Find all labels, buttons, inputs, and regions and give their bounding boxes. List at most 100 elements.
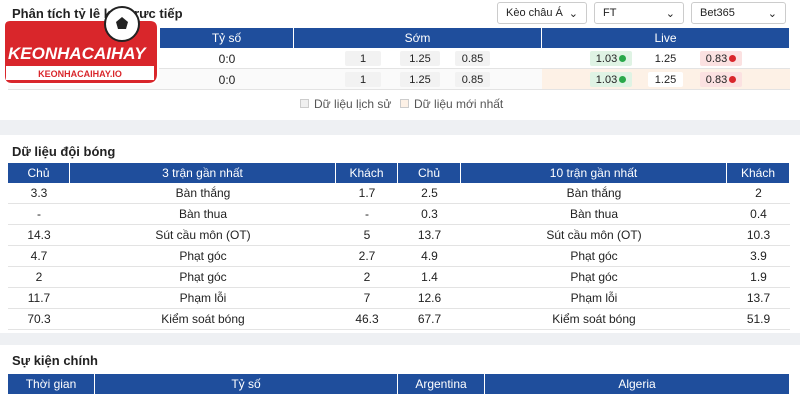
team-title: Dữ liệu đội bóng <box>12 144 116 159</box>
odds-value: 1.03 <box>590 72 632 87</box>
stat-cell: Phạt góc <box>70 267 336 288</box>
odds-text: 1.25 <box>409 73 431 86</box>
stat-cell: - <box>8 204 70 225</box>
stat-cell: 14.3 <box>8 225 70 246</box>
stat-cell: 11.7 <box>8 288 70 309</box>
stat-cell: Bàn thua <box>461 204 727 225</box>
odds-value: 1.25 <box>648 51 683 66</box>
stat-cell: 2 <box>336 267 398 288</box>
column-header: 10 trận gần nhất <box>461 163 727 183</box>
stat-cell: 1.7 <box>336 183 398 204</box>
stat-cell: 2 <box>8 267 70 288</box>
stat-cell: 51.9 <box>727 309 790 330</box>
stat-cell: 10.3 <box>727 225 790 246</box>
stat-cell: Sút cầu môn (OT) <box>70 225 336 246</box>
stat-cell: 3.3 <box>8 183 70 204</box>
odds-value: 1.03 <box>590 51 632 66</box>
column-header: Sớm <box>294 28 542 48</box>
stat-cell: 5 <box>336 225 398 246</box>
logo-name: KEONHACAIHAY <box>8 44 147 63</box>
stat-cell: 1.4 <box>398 267 461 288</box>
odds-value: 0.83 <box>700 51 742 66</box>
stat-cell: Phạm lỗi <box>70 288 336 309</box>
column-header: Argentina <box>398 374 485 394</box>
odds-text: 1 <box>359 73 367 86</box>
chevron: ⌄ <box>767 7 777 20</box>
up-icon <box>619 76 627 83</box>
odds-value: 1 <box>345 72 381 87</box>
stat-cell: Bàn thua <box>70 204 336 225</box>
down-icon <box>729 55 737 62</box>
odds-value: 1.25 <box>400 51 440 66</box>
chevron: ⌄ <box>665 7 675 20</box>
legend-swatch <box>300 99 309 108</box>
column-header: Chủ <box>8 163 70 183</box>
chevron: ⌄ <box>568 7 578 20</box>
down-icon <box>729 76 737 83</box>
stat-cell: 2 <box>727 183 790 204</box>
odds-text: 0.85 <box>461 73 484 86</box>
odds-text: 1.03 <box>595 73 618 86</box>
odds-text: 1.25 <box>654 52 677 65</box>
stat-cell: Kiểm soát bóng <box>70 309 336 330</box>
stat-cell: 4.9 <box>398 246 461 267</box>
events-title: Sự kiện chính <box>12 353 98 368</box>
column-header: Tỷ số <box>95 374 398 394</box>
stat-cell: 1.9 <box>727 267 790 288</box>
odds-value: 0.83 <box>700 72 742 87</box>
stat-cell: 4.7 <box>8 246 70 267</box>
odds-value: 1 <box>345 51 381 66</box>
stat-cell: 67.7 <box>398 309 461 330</box>
stat-cell: Bàn thắng <box>70 183 336 204</box>
column-header: Algeria <box>485 374 790 394</box>
column-header: Tỷ số <box>160 28 294 48</box>
odds-text: 0.85 <box>461 52 484 65</box>
dropdown[interactable]: Kèo châu Á ⌄ <box>497 2 587 24</box>
stat-cell: Kiểm soát bóng <box>461 309 727 330</box>
column-header: Live <box>542 28 790 48</box>
dropdown[interactable]: FT ⌄ <box>594 2 684 24</box>
score: 0:0 <box>218 72 236 87</box>
odds-text: 0.83 <box>705 73 728 86</box>
legend-label: Dữ liệu lịch sử <box>314 97 392 111</box>
stat-cell: - <box>336 204 398 225</box>
odds-text: 1.25 <box>654 73 677 86</box>
stat-cell: 0.3 <box>398 204 461 225</box>
stat-cell: 13.7 <box>727 288 790 309</box>
odds-value: 1.25 <box>648 72 683 87</box>
column-header: Khách <box>727 163 790 183</box>
stat-cell: Bàn thắng <box>461 183 727 204</box>
odds-text: 1.03 <box>595 52 618 65</box>
odds-value: 1.25 <box>400 72 440 87</box>
stat-cell: Sút cầu môn (OT) <box>461 225 727 246</box>
stat-cell: 12.6 <box>398 288 461 309</box>
odds-value: 0.85 <box>455 51 490 66</box>
stat-cell: 0.4 <box>727 204 790 225</box>
odds-text: 1 <box>359 52 367 65</box>
column-header: Chủ <box>398 163 461 183</box>
dropdown-label: FT <box>603 7 617 19</box>
logo-site: KEONHACAIHAY.IO <box>38 69 122 79</box>
up-icon <box>619 55 627 62</box>
stat-cell: 7 <box>336 288 398 309</box>
legend-label: Dữ liệu mới nhất <box>414 97 504 111</box>
logo: KEONHACAIHAY KEONHACAIHAY.IO <box>3 6 159 85</box>
score: 0:0 <box>218 51 236 66</box>
stat-cell: 13.7 <box>398 225 461 246</box>
odds-text: 1.25 <box>409 52 431 65</box>
stat-cell: Phạt góc <box>461 246 727 267</box>
stat-cell: 2.5 <box>398 183 461 204</box>
stat-cell: 46.3 <box>336 309 398 330</box>
dropdown[interactable]: Bet365 ⌄ <box>691 2 786 24</box>
odds-title: Phân tích tỷ lệ kèo trực tiếp <box>12 6 183 21</box>
stat-cell: Phạm lỗi <box>461 288 727 309</box>
dropdown-label: Kèo châu Á <box>506 7 563 19</box>
column-header: Thời gian <box>8 374 95 394</box>
column-header: 3 trận gần nhất <box>70 163 336 183</box>
legend-swatch <box>400 99 409 108</box>
stat-cell: Phạt góc <box>461 267 727 288</box>
odds-value: 0.85 <box>455 72 490 87</box>
dropdown-label: Bet365 <box>700 7 735 19</box>
column-header: Khách <box>336 163 398 183</box>
